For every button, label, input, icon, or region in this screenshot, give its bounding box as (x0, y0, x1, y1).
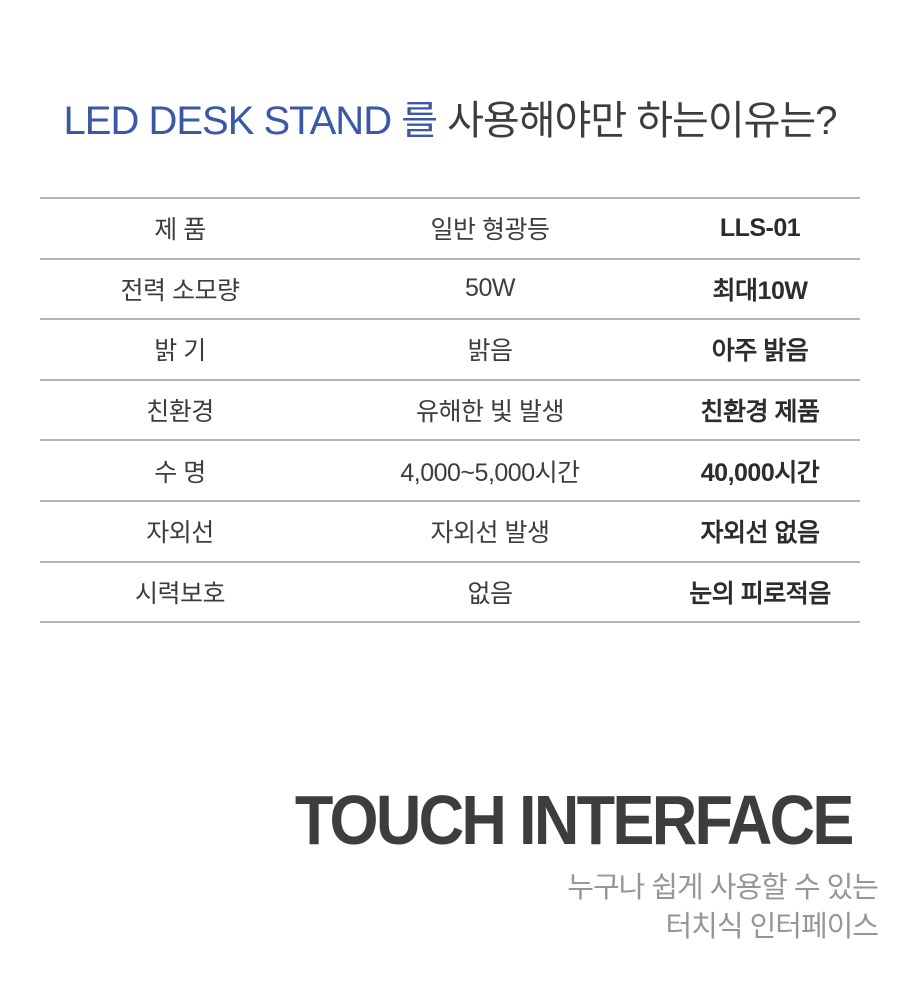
fluorescent-value-cell: 4,000~5,000시간 (400, 458, 580, 487)
page-title: LED DESK STAND 를 사용해야만 하는이유는? (0, 88, 900, 146)
fluorescent-value-cell: 일반 형광등 (430, 216, 550, 245)
row-label-cell: 전력 소모량 (120, 276, 240, 305)
lls01-value-cell: 아주 밝음 (711, 337, 809, 366)
table-row: 수 명 4,000~5,000시간 40,000시간 (40, 439, 860, 500)
fluorescent-value-cell: 50W (465, 274, 515, 303)
title-highlight: LED DESK STAND 를 (63, 99, 438, 143)
lls01-value-cell: 40,000시간 (700, 458, 820, 487)
row-label-cell: 수 명 (154, 458, 206, 487)
fluorescent-value-cell: 유해한 빛 발생 (416, 398, 564, 427)
title-rest: 사용해야만 하는이유는? (437, 99, 837, 143)
comparison-table: 제 품 일반 형광등 LLS-01 전력 소모량 50W 최대10W 밝 기 밝… (40, 197, 860, 624)
fluorescent-value-cell: 자외선 발생 (430, 519, 550, 548)
fluorescent-value-cell: 밝음 (467, 337, 513, 366)
table-row: 시력보호 없음 눈의 피로적음 (40, 560, 860, 622)
table-row: 제 품 일반 형광등 LLS-01 (40, 197, 860, 258)
row-label-cell: 밝 기 (154, 337, 206, 366)
lls01-value-cell: 자외선 없음 (700, 519, 820, 548)
lls01-value-cell: 친환경 제품 (700, 398, 820, 427)
row-label-cell: 제 품 (154, 216, 206, 245)
row-label-cell: 자외선 (146, 519, 214, 548)
table-row: 밝 기 밝음 아주 밝음 (40, 318, 860, 379)
touch-interface-heading: TOUCH INTERFACE (295, 781, 855, 859)
table-row: 자외선 자외선 발생 자외선 없음 (40, 499, 860, 561)
touch-interface-subtitle: 누구나 쉽게 사용할 수 있는 터치식 인터페이스 (567, 869, 879, 947)
lls01-value-cell: LLS-01 (719, 213, 801, 242)
table-row: 전력 소모량 50W 최대10W (40, 257, 860, 319)
row-label-cell: 시력보호 (134, 579, 226, 608)
row-label-cell: 친환경 (146, 398, 214, 427)
lls01-value-cell: 눈의 피로적음 (689, 579, 831, 608)
fluorescent-value-cell: 없음 (467, 579, 513, 608)
touch-subtitle-line1: 누구나 쉽게 사용할 수 있는 (567, 872, 879, 904)
touch-subtitle-line2: 터치식 인터페이스 (665, 911, 879, 943)
lls01-value-cell: 최대10W (712, 276, 808, 305)
table-row: 친환경 유해한 빛 발생 친환경 제품 (40, 378, 860, 440)
